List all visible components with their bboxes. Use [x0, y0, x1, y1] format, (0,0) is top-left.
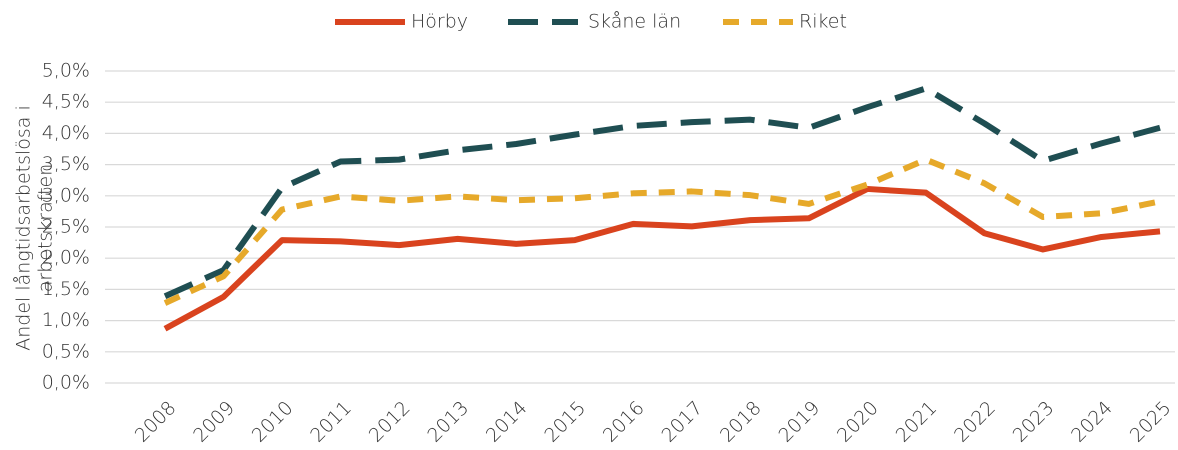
x-tick-label: 2015: [540, 397, 590, 447]
legend-label: Hörby: [411, 11, 468, 33]
x-tick-label: 2021: [892, 397, 942, 447]
y-tick-label: 1,5%: [42, 278, 90, 300]
series-line: [163, 156, 1161, 306]
x-tick-label: 2025: [1126, 397, 1176, 447]
x-tick-label: 2008: [131, 397, 181, 447]
legend-label: Riket: [799, 11, 847, 33]
y-axis-title-line: arbetskraften: [35, 164, 57, 293]
y-tick-label: 2,5%: [42, 216, 90, 238]
y-tick-label: 3,0%: [42, 184, 90, 206]
x-tick-label: 2018: [716, 397, 766, 447]
y-tick-label: 1,0%: [42, 309, 90, 331]
y-tick-label: 4,5%: [42, 91, 90, 113]
y-tick-label: 4,0%: [42, 122, 90, 144]
x-tick-label: 2016: [599, 397, 649, 447]
legend-label: Skåne län: [588, 11, 681, 33]
x-tick-label: 2009: [189, 397, 239, 447]
x-tick-label: 2019: [774, 397, 824, 447]
x-tick-label: 2020: [833, 397, 883, 447]
series-line: [163, 85, 1161, 300]
y-axis-title-line: Andel långtidsarbetslösa i: [13, 105, 35, 350]
x-tick-label: 2011: [306, 397, 356, 447]
x-tick-label: 2024: [1067, 397, 1117, 447]
x-tick-label: 2017: [657, 397, 707, 447]
x-tick-label: 2010: [248, 397, 298, 447]
series-line: [163, 185, 1161, 332]
y-tick-label: 5,0%: [42, 60, 90, 82]
y-axis-title: Andel långtidsarbetslösa i arbetskraften: [13, 105, 57, 350]
x-tick-label: 2012: [365, 397, 415, 447]
x-tick-label: 2023: [1009, 397, 1059, 447]
y-tick-label: 0,0%: [42, 372, 90, 394]
x-tick-label: 2022: [950, 397, 1000, 447]
y-tick-label: 0,5%: [42, 340, 90, 362]
y-tick-label: 2,0%: [42, 247, 90, 269]
x-tick-label: 2014: [482, 397, 532, 447]
x-tick-label: 2013: [423, 397, 473, 447]
y-tick-label: 3,5%: [42, 153, 90, 175]
